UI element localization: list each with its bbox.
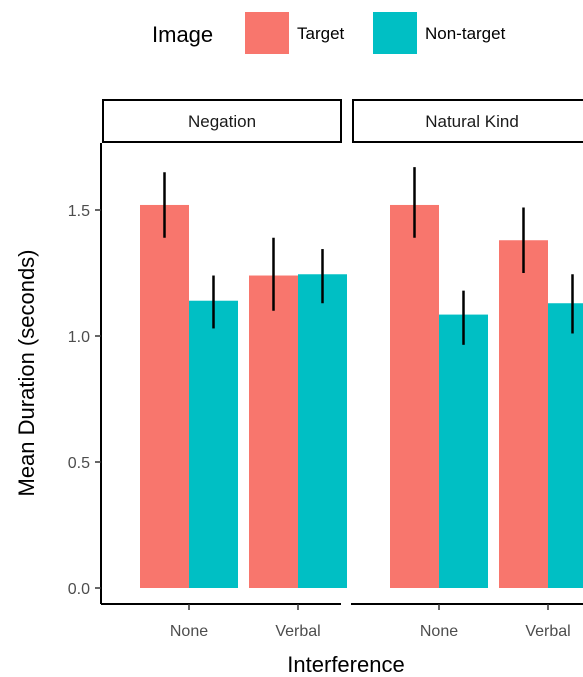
y-tick-label: 0.0 [68, 581, 90, 598]
y-tick-label: 1.0 [68, 329, 90, 346]
facet-label-negation: Negation [188, 112, 256, 131]
legend-label-non-target: Non-target [425, 24, 506, 43]
bar-target [390, 204, 439, 588]
bar-non-target [298, 274, 347, 588]
facet-label-natural-kind: Natural Kind [425, 112, 519, 131]
y-axis: 0.0 0.5 1.0 1.5 [68, 143, 102, 604]
x-tick-label: Verbal [275, 623, 320, 640]
x-tick-label: None [170, 623, 208, 640]
bar-target [140, 204, 189, 588]
x-tick-label: Verbal [525, 623, 570, 640]
facet-strip-natural-kind: Natural Kind [352, 99, 583, 143]
bar-non-target [548, 303, 583, 588]
legend-title: Image [152, 22, 213, 47]
y-tick-label: 1.5 [68, 203, 90, 220]
bar-target [249, 275, 298, 588]
facet-strip-negation: Negation [102, 99, 342, 143]
bar-non-target [189, 300, 238, 588]
y-axis-title: Mean Duration (seconds) [14, 249, 39, 496]
x-tick-label: None [420, 623, 458, 640]
x-axis-title: Interference [287, 652, 404, 677]
bars-layer [140, 204, 583, 589]
legend-key-target [245, 12, 289, 54]
legend-label-target: Target [297, 24, 345, 43]
legend: Image Target Non-target [152, 12, 506, 54]
y-tick-label: 0.5 [68, 455, 90, 472]
errorbars-layer [163, 167, 574, 345]
bar-non-target [439, 314, 488, 588]
bar-target [499, 240, 548, 589]
legend-key-non-target [373, 12, 417, 54]
